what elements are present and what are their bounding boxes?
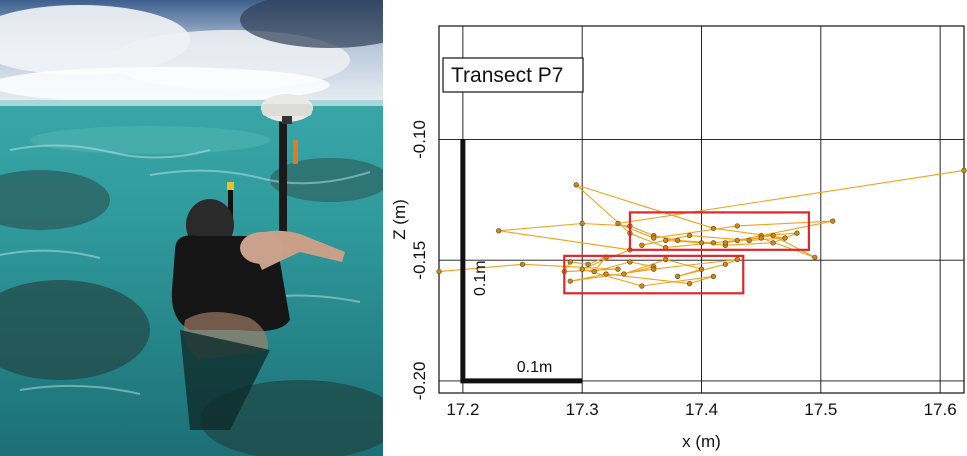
data-point (567, 278, 573, 284)
data-point (794, 230, 800, 236)
x-tick-label: 17.2 (446, 400, 479, 419)
data-point (698, 240, 705, 246)
x-axis-label: x (m) (682, 432, 721, 451)
data-point (710, 225, 717, 231)
data-point (770, 240, 776, 246)
data-point (639, 242, 645, 248)
data-point (615, 266, 621, 272)
data-point (675, 237, 681, 244)
data-point (961, 167, 967, 173)
scale-bar-horizontal-label: 0.1m (517, 359, 553, 376)
data-point (579, 266, 585, 272)
series-line (438, 169, 965, 287)
data-point (615, 220, 621, 227)
data-point (651, 266, 657, 272)
data-point (812, 254, 818, 260)
chart-title-box: Transect P7 (442, 57, 584, 93)
highlight-box (628, 211, 810, 251)
data-point (639, 283, 645, 289)
data-point (710, 273, 717, 279)
data-point (710, 240, 717, 246)
data-point (746, 237, 752, 244)
data-point (567, 259, 573, 265)
highlight-box (563, 254, 745, 295)
data-point (579, 220, 585, 227)
data-point (686, 281, 693, 287)
x-tick-label: 17.6 (924, 400, 957, 419)
data-point (734, 256, 740, 263)
data-point (663, 256, 669, 263)
data-point (770, 232, 776, 239)
scale-bar-vertical-label: 0.1m (472, 260, 489, 296)
chart-title: Transect P7 (451, 64, 563, 87)
data-point (651, 235, 657, 241)
y-tick-label: -0.20 (410, 362, 429, 401)
data-point (621, 271, 627, 277)
data-point (663, 237, 669, 244)
x-tick-label: 17.3 (566, 400, 599, 419)
data-point (734, 223, 740, 229)
data-point (698, 266, 705, 272)
snorkeler-with-gps-pole-photo (0, 0, 383, 456)
data-point (758, 235, 764, 241)
data-point (782, 235, 788, 241)
y-tick-label: -0.15 (410, 241, 429, 280)
data-point (603, 271, 609, 277)
data-point (591, 268, 597, 275)
data-point (830, 218, 836, 224)
data-point (722, 261, 728, 267)
chart-panel: 0.1m 0.1m 17.2 17.3 17.4 17.5 17.6 -0.10 -0.15… (383, 0, 967, 456)
x-tick-label: 17.5 (804, 400, 837, 419)
x-tick-label: 17.4 (685, 400, 718, 419)
tick-labels: 17.2 17.3 17.4 17.5 17.6 -0.10 -0.15 -0.20 (410, 120, 957, 419)
data-point (722, 240, 728, 246)
y-axis-label: Z (m) (390, 199, 409, 240)
data-point (436, 268, 442, 275)
data-point (675, 273, 681, 279)
data-marks (436, 167, 967, 289)
data-point (585, 261, 591, 267)
scale-bar: 0.1m 0.1m (460, 139, 583, 384)
data-point (686, 232, 693, 239)
data-point (627, 259, 633, 265)
data-point (496, 228, 502, 234)
field-photo (0, 0, 383, 456)
data-point (573, 182, 579, 188)
y-tick-label: -0.10 (410, 120, 429, 159)
transect-scatter-chart: 0.1m 0.1m 17.2 17.3 17.4 17.5 17.6 -0.10 -0.15… (390, 25, 967, 451)
data-point (734, 237, 740, 244)
highlight-boxes (563, 211, 810, 295)
data-point (519, 261, 526, 267)
